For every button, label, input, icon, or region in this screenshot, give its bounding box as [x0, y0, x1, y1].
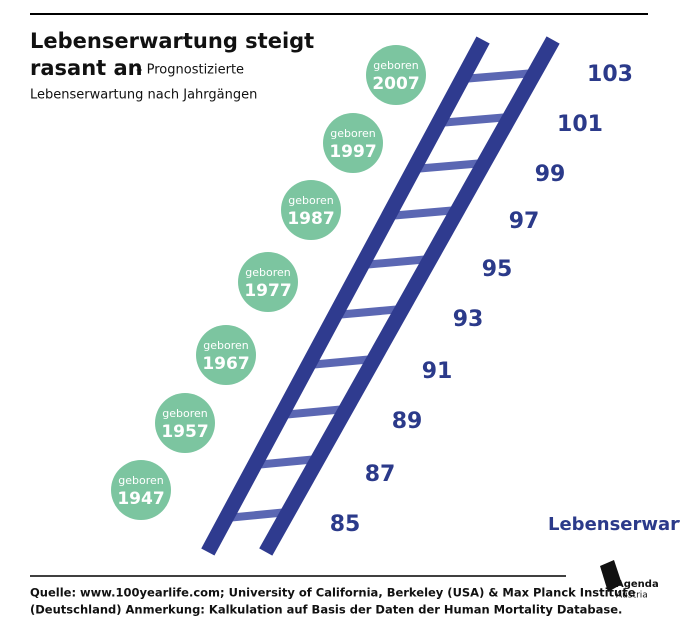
cohort-year: 1977	[244, 281, 291, 301]
rung	[388, 206, 459, 220]
cohort-year: 1947	[117, 489, 164, 509]
rung	[461, 69, 535, 83]
subtitle: Lebenserwartung nach Jahrgängen	[30, 88, 257, 103]
cohort-label: geboren	[203, 339, 249, 352]
source: (Deutschland) Anmerkung: Kalkulation auf…	[30, 603, 622, 617]
ladder-value: 101	[557, 112, 603, 137]
ladder-value: 89	[392, 409, 423, 434]
ladder-value: 85	[330, 512, 361, 537]
rung	[254, 455, 319, 469]
ladder-value: 87	[365, 462, 396, 487]
cohort-label: geboren	[330, 127, 376, 140]
rung	[438, 113, 511, 127]
ladder-value: 103	[587, 62, 633, 87]
cohort-circle	[323, 113, 383, 173]
rail	[259, 36, 560, 556]
cohort-year: 1997	[329, 142, 376, 162]
cohort-circle	[366, 45, 426, 105]
rung	[334, 305, 403, 319]
ladder-value: 93	[453, 307, 484, 332]
logo-text: Agenda	[616, 579, 659, 590]
cohort-circle	[196, 325, 256, 385]
cohort-label: geboren	[288, 194, 334, 207]
logo-mark	[600, 560, 622, 592]
cohort-year: 1987	[287, 209, 334, 229]
cohort-circle	[155, 393, 215, 453]
rail	[201, 36, 490, 556]
ladder-value: 91	[422, 359, 453, 384]
rung	[361, 255, 431, 269]
cohort-circle	[111, 460, 171, 520]
cohort-circle	[238, 252, 298, 312]
rung	[308, 355, 375, 369]
ladder-value: 95	[482, 257, 513, 282]
cohort-label: geboren	[245, 266, 291, 279]
source: Quelle: www.100yearlife.com; University …	[30, 586, 636, 600]
title: rasant an	[30, 56, 143, 80]
ladder-value: 97	[509, 209, 540, 234]
cohort-label: geboren	[162, 407, 208, 420]
cohort-year: 2007	[372, 74, 419, 94]
cohort-circle	[281, 180, 341, 240]
rung	[281, 405, 347, 419]
cohorts: geboren 1947 geboren 1957 geboren 1967 geboren…	[111, 45, 426, 520]
logo-text: Austria	[616, 591, 648, 601]
rung	[413, 159, 485, 173]
ladder	[201, 36, 560, 556]
cohort-label: geboren	[373, 59, 419, 72]
ladder-value: 99	[535, 162, 566, 187]
cohort-year: 1967	[202, 354, 249, 374]
ladder-label: Lebenserwartung	[548, 514, 680, 535]
cohort-label: geboren	[118, 474, 164, 487]
title: Lebenserwartung steigt	[30, 29, 314, 53]
rung	[225, 508, 289, 522]
subtitle: – Prognostizierte	[136, 63, 244, 78]
cohort-year: 1957	[161, 422, 208, 442]
